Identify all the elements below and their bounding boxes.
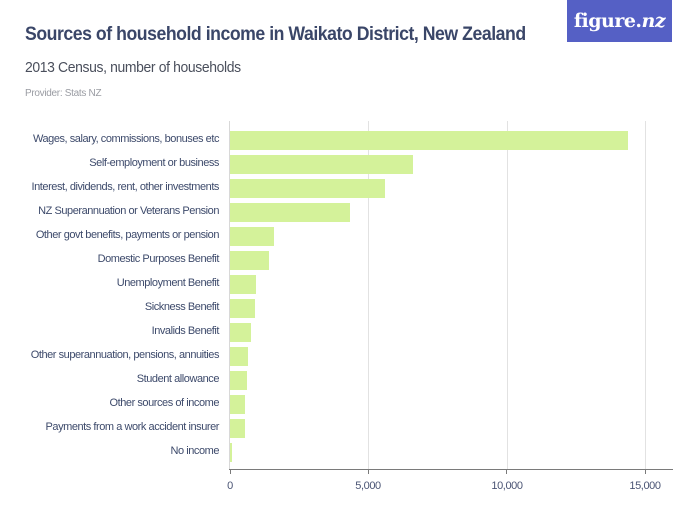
bar[interactable] (230, 179, 385, 198)
bar-row: Sickness Benefit (0, 299, 700, 318)
category-label: Student allowance (136, 373, 220, 385)
bar[interactable] (230, 203, 350, 222)
x-axis-line (229, 469, 673, 470)
category-label: Sickness Benefit (144, 301, 220, 313)
bar-row: Student allowance (0, 371, 700, 390)
category-label: Interest, dividends, rent, other investm… (31, 181, 220, 193)
x-tick-label: 0 (227, 480, 233, 492)
logo-text-accent: nz (641, 10, 666, 32)
chart-title: Sources of household income in Waikato D… (25, 24, 526, 45)
bar-row: Domestic Purposes Benefit (0, 251, 700, 270)
figure-nz-logo[interactable]: figure. nz (567, 0, 672, 42)
category-label: Domestic Purposes Benefit (97, 253, 220, 265)
category-label: Other superannuation, pensions, annuitie… (30, 349, 220, 361)
category-label: Payments from a work accident insurer (45, 421, 220, 433)
category-label: Invalids Benefit (151, 325, 220, 337)
bar[interactable] (230, 395, 246, 414)
category-label: Wages, salary, commissions, bonuses etc (32, 133, 219, 145)
gridline (645, 121, 646, 469)
bar[interactable] (230, 419, 245, 438)
gridline (507, 121, 508, 469)
bar[interactable] (230, 251, 269, 270)
chart-subtitle: 2013 Census, number of households (25, 59, 241, 76)
provider-label: Provider: Stats NZ (25, 88, 102, 99)
category-label: Unemployment Benefit (116, 277, 220, 289)
category-label: Other govt benefits, payments or pension (35, 229, 220, 241)
category-label: NZ Superannuation or Veterans Pension (38, 205, 219, 217)
logo-text: figure. (573, 10, 642, 32)
bar-row: Payments from a work accident insurer (0, 419, 700, 438)
bar-row: Invalids Benefit (0, 323, 700, 342)
bar-row: Self-employment or business (0, 155, 700, 174)
gridline (368, 121, 369, 469)
bar-row: Interest, dividends, rent, other investm… (0, 179, 700, 198)
bar-row: NZ Superannuation or Veterans Pension (0, 203, 700, 222)
x-tick (230, 469, 231, 474)
bar[interactable] (230, 227, 274, 246)
bar[interactable] (230, 275, 256, 294)
bar-row: No income (0, 443, 700, 462)
bar[interactable] (230, 155, 413, 174)
y-axis-line (229, 121, 230, 469)
x-tick (506, 469, 507, 474)
x-tick (368, 469, 369, 474)
bar[interactable] (230, 299, 255, 318)
bar[interactable] (230, 443, 233, 462)
category-label: No income (170, 445, 219, 457)
category-label: Self-employment or business (89, 157, 219, 169)
bar[interactable] (230, 323, 251, 342)
bar-row: Other sources of income (0, 395, 700, 414)
bar-row: Other superannuation, pensions, annuitie… (0, 347, 700, 366)
bar[interactable] (230, 371, 248, 390)
x-tick-label: 5,000 (355, 480, 381, 492)
bar-row: Unemployment Benefit (0, 275, 700, 294)
bar-row: Wages, salary, commissions, bonuses etc (0, 131, 700, 150)
x-tick-label: 15,000 (629, 480, 661, 492)
x-tick-label: 10,000 (491, 480, 523, 492)
bar[interactable] (230, 131, 629, 150)
category-label: Other sources of income (109, 397, 220, 409)
bar-row: Other govt benefits, payments or pension (0, 227, 700, 246)
x-tick (645, 469, 646, 474)
bar[interactable] (230, 347, 248, 366)
